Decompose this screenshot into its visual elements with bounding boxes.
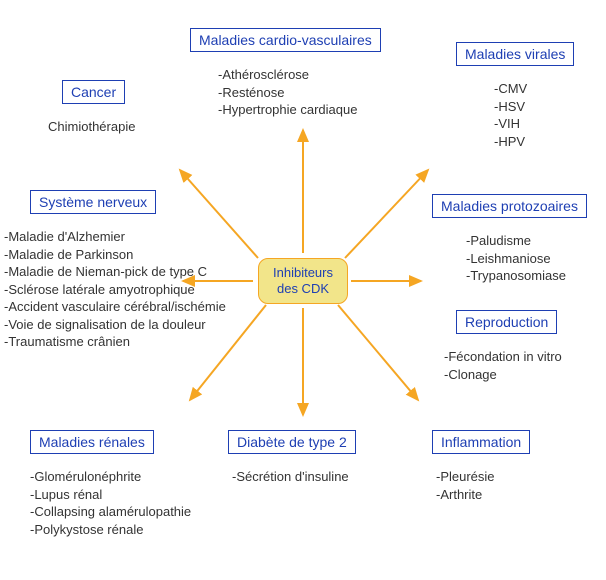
list-item: -Fécondation in vitro (444, 348, 562, 366)
group-title-nerveux: Système nerveux (30, 190, 156, 214)
list-item: -Collapsing alamérulopathie (30, 503, 191, 521)
group-title-diabete: Diabète de type 2 (228, 430, 356, 454)
list-item: Chimiothérapie (48, 118, 135, 136)
list-item: -Resténose (218, 84, 357, 102)
list-item: -HSV (494, 98, 527, 116)
group-title-renales: Maladies rénales (30, 430, 154, 454)
list-item: -CMV (494, 80, 527, 98)
group-items-nerveux: -Maladie d'Alzhemier-Maladie de Parkinso… (4, 228, 226, 351)
group-title-cancer: Cancer (62, 80, 125, 104)
list-item: -Sclérose latérale amyotrophique (4, 281, 226, 299)
list-item: -Arthrite (436, 486, 495, 504)
list-item: -Traumatisme crânien (4, 333, 226, 351)
list-item: -Polykystose rénale (30, 521, 191, 539)
center-line1: Inhibiteurs (273, 265, 333, 281)
group-items-protozoaires: -Paludisme-Leishmaniose-Trypanosomiase (466, 232, 566, 285)
group-title-protozoaires: Maladies protozoaires (432, 194, 587, 218)
list-item: -Leishmaniose (466, 250, 566, 268)
list-item: -Voie de signalisation de la douleur (4, 316, 226, 334)
diagram-stage: Inhibiteurs des CDK Cancer Chimiothérapie… (0, 0, 606, 580)
group-items-diabete: -Sécrétion d'insuline (232, 468, 349, 486)
list-item: -VIH (494, 115, 527, 133)
group-items-inflammation: -Pleurésie-Arthrite (436, 468, 495, 503)
center-node: Inhibiteurs des CDK (258, 258, 348, 304)
arrow-line (345, 170, 428, 258)
group-items-cardio: -Athérosclérose-Resténose-Hypertrophie c… (218, 66, 357, 119)
group-items-reproduction: -Fécondation in vitro-Clonage (444, 348, 562, 383)
list-item: -Maladie de Nieman-pick de type C (4, 263, 226, 281)
group-items-virales: -CMV-HSV-VIH-HPV (494, 80, 527, 150)
list-item: -Sécrétion d'insuline (232, 468, 349, 486)
group-items-renales: -Glomérulonéphrite-Lupus rénal-Collapsin… (30, 468, 191, 538)
group-title-cardio: Maladies cardio-vasculaires (190, 28, 381, 52)
list-item: -Clonage (444, 366, 562, 384)
arrow-line (338, 305, 418, 400)
list-item: -Pleurésie (436, 468, 495, 486)
center-line2: des CDK (277, 281, 329, 297)
group-items-cancer: Chimiothérapie (48, 118, 135, 136)
list-item: -Glomérulonéphrite (30, 468, 191, 486)
list-item: -Lupus rénal (30, 486, 191, 504)
group-title-inflammation: Inflammation (432, 430, 530, 454)
list-item: -Athérosclérose (218, 66, 357, 84)
list-item: -Hypertrophie cardiaque (218, 101, 357, 119)
group-title-reproduction: Reproduction (456, 310, 557, 334)
group-title-virales: Maladies virales (456, 42, 574, 66)
list-item: -Trypanosomiase (466, 267, 566, 285)
list-item: -Paludisme (466, 232, 566, 250)
list-item: -HPV (494, 133, 527, 151)
list-item: -Maladie de Parkinson (4, 246, 226, 264)
list-item: -Maladie d'Alzhemier (4, 228, 226, 246)
list-item: -Accident vasculaire cérébral/ischémie (4, 298, 226, 316)
